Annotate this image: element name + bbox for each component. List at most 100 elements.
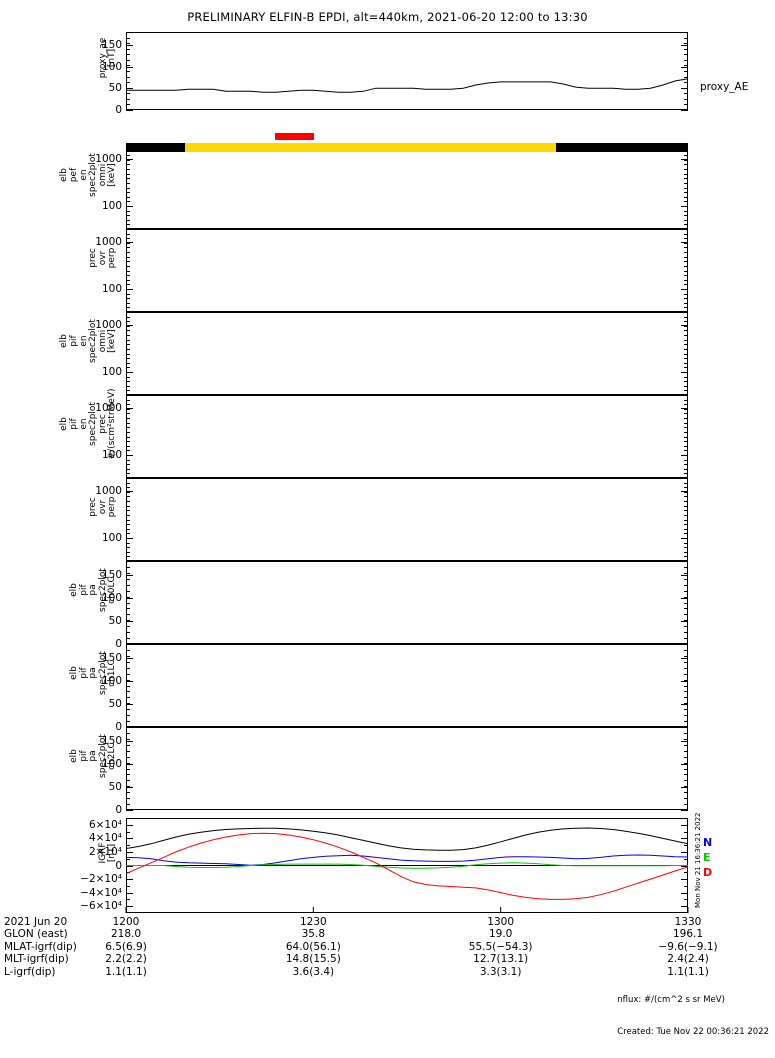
- yminor-tick: [126, 602, 130, 604]
- yminor-tick: [126, 182, 130, 184]
- yminor-tick: [126, 385, 130, 387]
- yminor-tick: [126, 626, 130, 628]
- yminor-tick: [684, 858, 688, 860]
- yminor-tick: [126, 528, 130, 530]
- yminor-tick: [684, 906, 688, 908]
- ytick-mark: [126, 110, 133, 111]
- yminor-tick: [126, 542, 130, 544]
- yminor-tick: [126, 464, 130, 466]
- yminor-tick: [126, 792, 130, 794]
- ytick-label: 0: [115, 721, 122, 733]
- yminor-tick: [684, 899, 688, 901]
- yminor-tick: [684, 780, 688, 782]
- ytick-mark: [681, 574, 688, 576]
- yaxis-title-word: ch2LC: [107, 741, 118, 770]
- yminor-tick: [126, 454, 130, 456]
- yminor-tick: [684, 37, 688, 39]
- ytick-mark: [126, 159, 133, 161]
- yminor-tick: [684, 321, 688, 323]
- yminor-tick: [684, 293, 688, 295]
- yminor-tick: [126, 744, 130, 746]
- yminor-tick: [126, 76, 130, 78]
- ytick-mark: [126, 325, 133, 327]
- yminor-tick: [126, 566, 130, 568]
- yminor-tick: [684, 638, 688, 640]
- yminor-tick: [684, 408, 688, 410]
- yminor-tick: [684, 450, 688, 452]
- yminor-tick: [684, 65, 688, 67]
- yminor-tick: [126, 65, 130, 67]
- ytick-mark: [681, 657, 688, 659]
- yminor-tick: [684, 697, 688, 699]
- yminor-tick: [684, 804, 688, 806]
- yminor-tick: [126, 247, 130, 249]
- yminor-tick: [126, 459, 130, 461]
- yminor-tick: [684, 48, 688, 50]
- yminor-tick: [684, 459, 688, 461]
- yminor-tick: [684, 715, 688, 717]
- yaxis-elb-pef-en-prec-ovr-perp: 1000 100: [0, 229, 122, 312]
- yminor-tick: [684, 233, 688, 235]
- yminor-tick: [684, 551, 688, 553]
- yminor-tick: [684, 71, 688, 72]
- ytick-mark: [681, 408, 688, 410]
- yminor-tick: [684, 224, 688, 226]
- status-bar-segment: [555, 143, 688, 152]
- yminor-tick: [684, 335, 688, 337]
- yminor-tick: [684, 590, 688, 592]
- ytick-label: 0: [115, 859, 122, 872]
- ytick-mark: [681, 325, 688, 327]
- yminor-tick: [126, 219, 130, 221]
- ytick-label: 150: [101, 39, 122, 51]
- xaxis-tick-label: 1230: [299, 916, 327, 928]
- render-timestamp-vertical: Mon Nov 21 16:36:21 2022: [694, 812, 702, 908]
- yminor-tick: [684, 385, 688, 387]
- yminor-tick: [684, 192, 688, 194]
- yminor-tick: [684, 431, 688, 433]
- yminor-tick: [126, 578, 130, 580]
- yminor-tick: [126, 93, 130, 95]
- ephemeris-value: 6.5(6.9): [105, 940, 147, 953]
- yminor-tick: [684, 210, 688, 212]
- elfin-epd-summary-plot: PRELIMINARY ELFIN-B EPDI, alt=440km, 202…: [0, 10, 769, 1037]
- yminor-tick: [126, 906, 130, 908]
- status-bar-segment: [185, 143, 556, 152]
- ytick-label: 50: [108, 82, 122, 95]
- ytick-label: 100: [101, 591, 122, 604]
- yminor-tick: [126, 620, 130, 622]
- yminor-tick: [126, 353, 130, 355]
- yminor-tick: [126, 450, 130, 452]
- ytick-mark: [126, 810, 133, 811]
- yminor-tick: [126, 371, 130, 373]
- igrf-legend-E: E: [703, 851, 711, 864]
- yminor-tick: [126, 445, 130, 447]
- yminor-tick: [126, 892, 130, 894]
- yminor-tick: [684, 547, 688, 549]
- yminor-tick: [126, 54, 130, 56]
- ytick-mark: [681, 786, 688, 788]
- yminor-tick: [126, 431, 130, 433]
- yminor-tick: [684, 201, 688, 203]
- panel-elb-pif-pa-ch0lc: [126, 561, 688, 644]
- yminor-tick: [684, 316, 688, 318]
- ephemeris-value: 2.2(2.2): [105, 953, 147, 966]
- yminor-tick: [126, 487, 130, 489]
- yminor-tick: [684, 275, 688, 277]
- ytick-label: 150: [101, 734, 122, 747]
- ytick-mark: [681, 159, 688, 161]
- yminor-tick: [684, 691, 688, 693]
- yminor-tick: [684, 685, 688, 687]
- yminor-tick: [126, 330, 130, 332]
- yminor-tick: [126, 288, 130, 290]
- yminor-tick: [684, 330, 688, 332]
- yminor-tick: [126, 774, 130, 776]
- yminor-tick: [684, 288, 688, 290]
- yminor-tick: [684, 851, 688, 853]
- yminor-tick: [684, 792, 688, 794]
- yminor-tick: [126, 768, 130, 770]
- ephemeris-value: 3.6(3.4): [292, 965, 335, 978]
- ytick-label: 100: [101, 674, 122, 687]
- ephemeris-value: 3.3(3.1): [479, 965, 522, 978]
- yminor-tick: [684, 418, 688, 420]
- yminor-tick: [684, 284, 688, 286]
